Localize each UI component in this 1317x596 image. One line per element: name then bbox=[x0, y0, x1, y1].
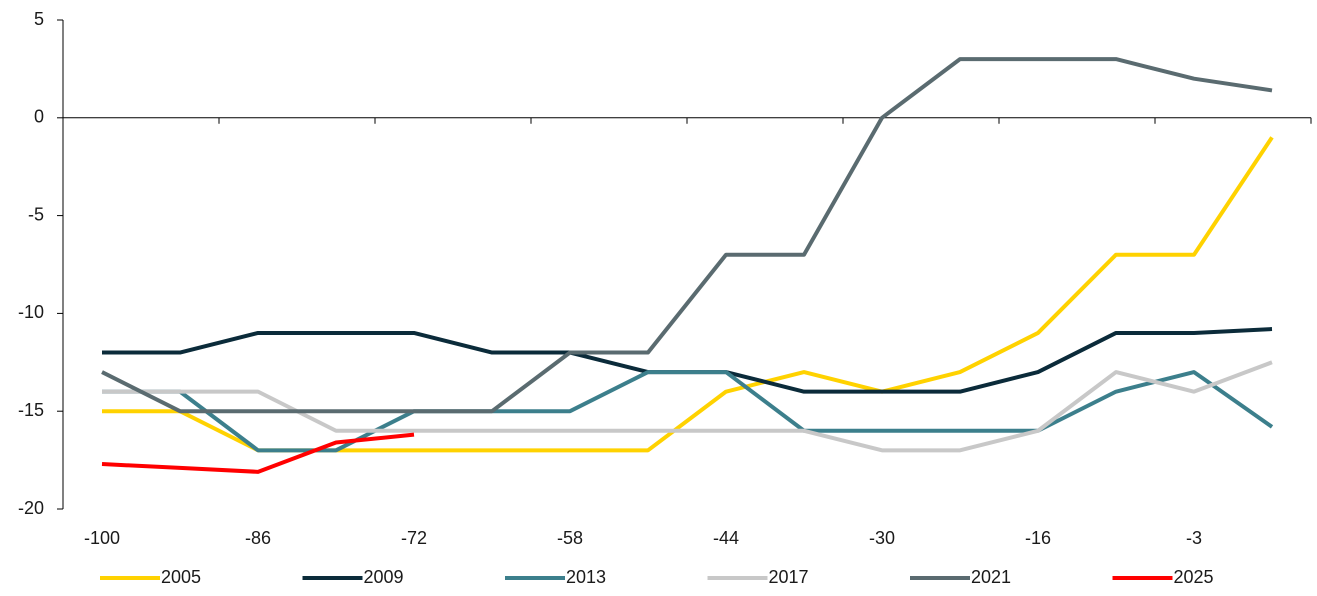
y-tick-label: -20 bbox=[18, 498, 44, 518]
x-tick-label: -86 bbox=[245, 528, 271, 548]
legend-label: 2025 bbox=[1174, 567, 1214, 587]
x-tick-label: -72 bbox=[401, 528, 427, 548]
legend-label: 2005 bbox=[161, 567, 201, 587]
series-line bbox=[101, 432, 415, 474]
series-line bbox=[101, 57, 1273, 414]
series-line bbox=[102, 327, 1273, 394]
y-tick-label: 5 bbox=[34, 9, 44, 29]
y-tick-label: -10 bbox=[18, 302, 44, 322]
legend-label: 2013 bbox=[566, 567, 606, 587]
legend-label: 2009 bbox=[364, 567, 404, 587]
legend-label: 2017 bbox=[769, 567, 809, 587]
y-tick-label: -15 bbox=[18, 400, 44, 420]
x-tick-label: -3 bbox=[1186, 528, 1202, 548]
y-tick-label: -5 bbox=[28, 204, 44, 224]
x-tick-label: -16 bbox=[1025, 528, 1051, 548]
series-line bbox=[102, 370, 1274, 453]
series-line bbox=[102, 360, 1273, 453]
legend-label: 2021 bbox=[971, 567, 1011, 587]
x-tick-label: -44 bbox=[713, 528, 739, 548]
x-tick-label: -100 bbox=[84, 528, 120, 548]
y-tick-label: 0 bbox=[34, 107, 44, 127]
x-tick-label: -58 bbox=[557, 528, 583, 548]
x-tick-label: -30 bbox=[869, 528, 895, 548]
